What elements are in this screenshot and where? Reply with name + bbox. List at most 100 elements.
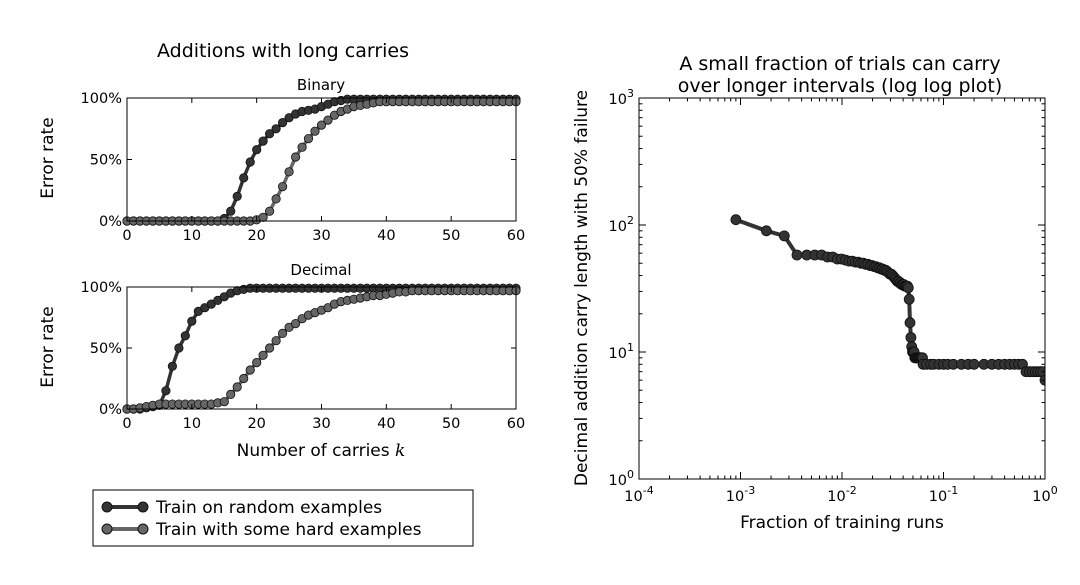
decimal-series-1-point [290,318,301,329]
binary-panel: Binary Error rate 0 10 20 30 40 50 60 0% 50% 100% [38,76,525,244]
binary-series-0-point [258,136,268,146]
binary-subtitle: Binary [297,76,345,94]
binary-series-1-point [284,167,294,177]
decimal-series-1-point [264,343,275,353]
loglog-y-tick-label: 100 [609,468,634,489]
binary-series-0-point [226,206,236,216]
loglog-y-tick-base: 10 [609,346,627,362]
loglog-x-tick-exp: -3 [744,484,755,497]
binary-frame [126,97,517,222]
loglog-data-layer [730,214,1045,386]
loglog-x-axis-label: Fraction of training runs [740,513,944,533]
binary-series-0-point [245,157,255,167]
binary-series-1-point [264,206,275,216]
loglog-series-0-point [968,358,980,370]
binary-series-0-point [239,173,249,183]
binary-y-axis-label: Error rate [38,117,58,198]
decimal-x-axis-label-var: k [395,441,405,461]
loglog-x-tick-base: 10 [1032,489,1050,505]
loglog-y-tick-base: 10 [609,92,627,108]
loglog-y-tick-exp: 0 [627,468,634,481]
binary-x-tick-label: 20 [247,228,265,244]
decimal-plot-area: 0 10 20 30 40 50 60 0% 50% 100% [81,280,526,432]
loglog-series-0-point [904,317,916,329]
decimal-y-tick-label: 100% [81,280,122,296]
loglog-y-tick-exp: 2 [627,214,634,227]
binary-y-tick-label: 0% [99,214,122,230]
legend-marker-random-left [101,501,113,513]
loglog-series-0-point [791,249,803,261]
legend-marker-hard-right [137,523,149,535]
binary-series-1-point [310,126,320,136]
binary-y-tick-label: 50% [90,153,122,169]
loglog-y-tick-label: 102 [609,214,634,235]
loglog-x-tick-base: 10 [726,489,744,505]
loglog-x-tick-exp: -1 [947,484,958,497]
binary-x-tick-label: 30 [312,228,330,244]
decimal-x-tick-label: 40 [377,416,395,432]
binary-series-1-point [303,134,314,144]
legend-label-random: Train on random examples [155,498,382,518]
loglog-series-0-point [905,332,917,343]
decimal-series-1-point [232,382,242,392]
decimal-x-tick-label: 10 [183,416,201,432]
loglog-series-0-point [903,293,915,305]
decimal-series-0-point [174,343,184,353]
decimal-x-axis-label-text: Number of carries [237,441,395,461]
binary-series-0-line [127,97,516,223]
binary-x-tick-label: 50 [442,228,460,244]
binary-plot-area: 0 10 20 30 40 50 60 0% 50% 100% [81,91,526,244]
legend-marker-hard-left [101,523,113,535]
binary-series-1-line [127,99,516,223]
loglog-x-tick-exp: -4 [643,484,654,497]
loglog-x-tick-label: 10-4 [624,484,653,505]
left-figure-title: Additions with long carries [157,40,409,62]
binary-x-tick-label: 60 [507,228,525,244]
loglog-x-tick-base: 10 [827,489,845,505]
loglog-y-tick-exp: 1 [627,341,634,354]
binary-y-tick-label: 100% [81,91,122,107]
binary-series-0-point [232,191,242,201]
loglog-x-tick-exp: 0 [1051,484,1058,497]
decimal-x-tick-label: 30 [312,416,330,432]
decimal-series-1-point [239,373,249,384]
decimal-x-tick-label: 50 [442,416,460,432]
binary-series-1-point [271,194,281,204]
loglog-y-axis-label: Decimal addition carry length with 50% f… [572,90,592,486]
decimal-series-1-point [226,389,236,399]
decimal-series-0-point [187,316,197,326]
legend-label-hard: Train with some hard examples [155,520,422,540]
decimal-x-tick-label: 0 [122,416,131,432]
loglog-x-tick-label: 10-2 [827,484,856,505]
decimal-series-1-point [277,328,288,338]
binary-series-0-point [264,129,275,139]
loglog-series-0-point [778,230,790,242]
loglog-x-tick-label: 10-1 [929,484,958,505]
decimal-series-1-point [258,350,268,360]
loglog-x-tick-base: 10 [624,489,642,505]
decimal-panel: Decimal Error rate Number of carries k 0… [38,261,525,461]
decimal-series-0-point [167,361,177,371]
loglog-series-0-line [735,217,1045,381]
loglog-y-tick-label: 101 [609,341,634,362]
decimal-y-tick-label: 0% [99,402,122,418]
loglog-title-line-1: A small fraction of trials can carry [679,53,1000,75]
decimal-frame [126,286,517,410]
decimal-series-1-point [252,357,262,368]
binary-series-0-point [277,118,288,128]
decimal-series-0-point [161,386,171,396]
decimal-series-1-point [219,397,229,407]
binary-series-0-point [271,124,281,134]
decimal-series-1-point [271,336,281,346]
binary-series-1-point [277,182,288,192]
binary-series-1-point [258,212,268,222]
loglog-y-tick-base: 10 [609,219,627,235]
loglog-series-0-point [730,214,742,226]
binary-x-tick-label: 40 [377,228,395,244]
loglog-x-tick-exp: -2 [846,484,857,497]
decimal-series-0-point [180,331,190,341]
loglog-series-0-point [761,225,772,237]
decimal-x-tick-label: 60 [507,416,525,432]
binary-series-1-point [290,152,301,162]
